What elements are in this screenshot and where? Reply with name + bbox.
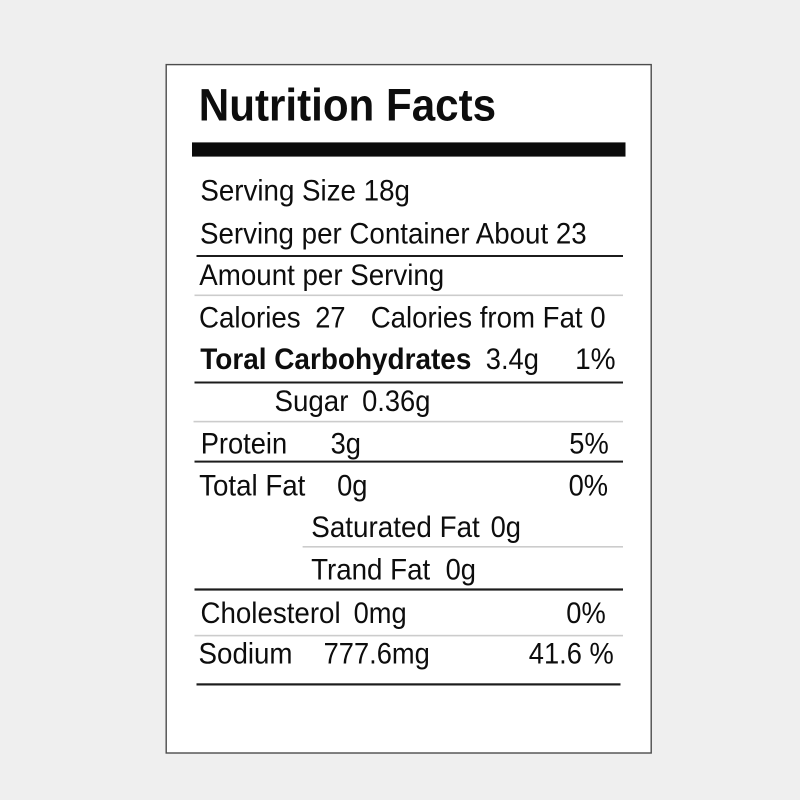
svg-text:Saturated Fat: Saturated Fat — [311, 511, 480, 544]
svg-text:Calories from Fat 0: Calories from Fat 0 — [371, 302, 606, 335]
svg-text:5%: 5% — [569, 428, 608, 461]
svg-text:1%: 1% — [575, 343, 615, 376]
svg-text:Total Fat: Total Fat — [199, 470, 305, 503]
svg-text:3.4g: 3.4g — [486, 343, 539, 376]
svg-text:Trand Fat: Trand Fat — [311, 554, 430, 587]
svg-text:0g: 0g — [337, 470, 367, 503]
svg-text:Toral Carbohydrates: Toral Carbohydrates — [200, 343, 471, 376]
svg-text:Sodium: Sodium — [199, 638, 293, 671]
svg-text:0.36g: 0.36g — [362, 385, 430, 418]
svg-text:41.6 %: 41.6 % — [529, 638, 614, 671]
svg-text:777.6mg: 777.6mg — [324, 638, 430, 671]
svg-text:Calories: Calories — [199, 302, 301, 335]
svg-text:0%: 0% — [569, 470, 608, 503]
svg-text:3g: 3g — [331, 428, 361, 461]
svg-text:Serving Size 18g: Serving Size 18g — [200, 175, 410, 208]
svg-text:0%: 0% — [566, 597, 605, 630]
svg-text:0g: 0g — [446, 554, 476, 587]
svg-text:Serving per Container About 23: Serving per Container About 23 — [200, 218, 587, 251]
svg-text:27: 27 — [315, 301, 345, 334]
svg-text:0g: 0g — [491, 511, 521, 544]
svg-text:Cholesterol: Cholesterol — [200, 597, 340, 630]
svg-text:0mg: 0mg — [354, 597, 407, 630]
svg-text:Protein: Protein — [201, 428, 287, 461]
svg-text:Nutrition Facts: Nutrition Facts — [199, 81, 496, 131]
svg-text:Sugar: Sugar — [275, 385, 349, 418]
svg-text:Amount per Serving: Amount per Serving — [199, 259, 444, 292]
